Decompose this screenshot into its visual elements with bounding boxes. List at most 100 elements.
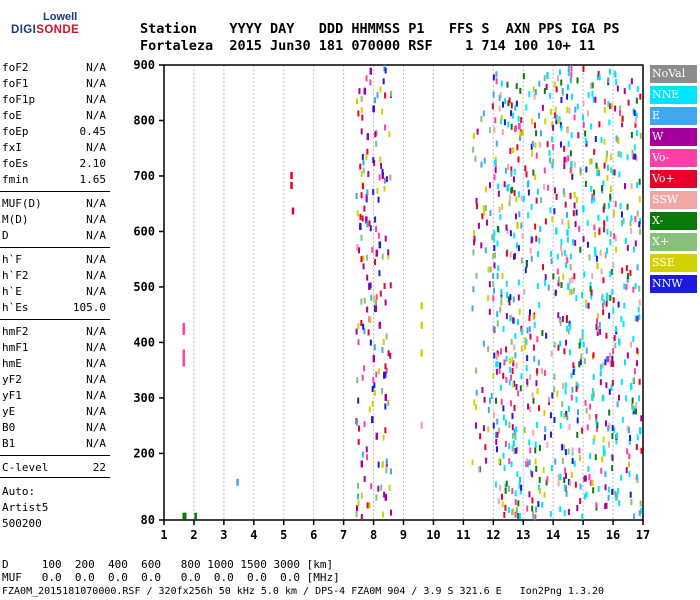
echo-mark (585, 407, 588, 414)
echo-mark (543, 434, 546, 441)
echo-mark (550, 350, 553, 357)
distance-row: D 100 200 400 600 800 1000 1500 3000 [km… (2, 558, 334, 571)
echo-mark (607, 100, 610, 107)
x-tick-label: 12 (486, 528, 500, 542)
echo-mark (545, 83, 548, 90)
echo-mark (514, 104, 517, 111)
echo-mark (382, 511, 385, 518)
echo-mark (597, 485, 600, 492)
echo-mark (367, 170, 370, 177)
echo-mark (636, 86, 639, 93)
echo-mark (615, 246, 618, 253)
echo-mark (558, 117, 561, 124)
echo-mark (639, 93, 642, 100)
echo-mark (611, 488, 614, 495)
x-tick-label: 3 (220, 528, 227, 542)
echo-mark (505, 224, 508, 231)
echo-mark (387, 350, 390, 357)
echo-mark (517, 115, 520, 122)
param-value: N/A (86, 93, 106, 106)
echo-mark (588, 254, 591, 261)
echo-mark (556, 268, 559, 275)
echo-mark (587, 302, 590, 309)
echo-mark (534, 441, 537, 448)
echo-mark (498, 94, 501, 101)
echo-mark (632, 336, 635, 343)
echo-mark (582, 65, 585, 72)
echo-mark (637, 306, 640, 313)
echo-mark (371, 246, 374, 253)
echo-mark (518, 211, 521, 218)
echo-mark (514, 511, 517, 518)
echo-mark (533, 93, 536, 100)
echo-mark (527, 189, 530, 196)
echo-mark (491, 234, 494, 241)
echo-mark (390, 90, 393, 97)
echo-mark (552, 124, 555, 131)
echo-mark (504, 440, 507, 447)
echo-mark (635, 360, 638, 367)
echo-mark (495, 446, 498, 453)
echo-mark (594, 454, 597, 461)
echo-mark (575, 196, 578, 203)
echo-mark (567, 478, 570, 485)
echo-mark (602, 206, 605, 213)
echo-mark (604, 484, 607, 491)
echo-mark (516, 144, 519, 151)
echo-mark (529, 247, 532, 254)
echo-mark (366, 221, 369, 228)
echo-mark (553, 416, 556, 423)
echo-mark (622, 320, 625, 327)
echo-mark (482, 205, 485, 212)
echo-mark (475, 203, 478, 210)
echo-mark (632, 377, 635, 384)
echo-mark (630, 215, 633, 222)
echo-mark (363, 421, 366, 428)
echo-mark (620, 378, 623, 385)
echo-mark (385, 333, 388, 340)
echo-mark (614, 105, 617, 112)
echo-mark (619, 151, 622, 158)
echo-mark (495, 71, 498, 78)
data-point (363, 87, 367, 95)
echo-mark (483, 209, 486, 216)
param-value: 105.0 (72, 301, 106, 314)
param-label: foEp (2, 125, 29, 138)
echo-mark (535, 506, 538, 513)
echo-mark (564, 467, 567, 474)
echo-mark (538, 80, 541, 87)
echo-mark (526, 461, 529, 468)
echo-mark (512, 360, 515, 367)
echo-mark (602, 436, 605, 443)
echo-mark (369, 225, 372, 232)
echo-mark (603, 106, 606, 113)
echo-mark (533, 321, 536, 328)
echo-mark (557, 344, 560, 351)
param-value: 0.45 (79, 125, 107, 138)
echo-mark (550, 258, 553, 265)
echo-mark (621, 416, 624, 423)
echo-mark (636, 264, 639, 271)
echo-mark (356, 210, 359, 217)
echo-mark (362, 255, 365, 262)
data-point (371, 416, 374, 424)
echo-mark (367, 329, 370, 336)
echo-mark (357, 493, 360, 500)
echo-mark (356, 419, 359, 426)
echo-mark (563, 348, 566, 355)
echo-mark (605, 150, 608, 157)
echo-mark (605, 332, 608, 339)
echo-mark (601, 394, 604, 401)
echo-mark (534, 458, 537, 465)
echo-mark (491, 103, 494, 110)
echo-mark (494, 156, 497, 163)
echo-mark (569, 167, 572, 174)
echo-mark (638, 313, 641, 320)
echo-mark (538, 405, 541, 412)
echo-mark (569, 323, 572, 330)
echo-mark (475, 404, 478, 411)
echo-mark (584, 130, 587, 137)
data-point (420, 349, 423, 357)
echo-mark (638, 510, 641, 517)
data-point (420, 321, 423, 329)
